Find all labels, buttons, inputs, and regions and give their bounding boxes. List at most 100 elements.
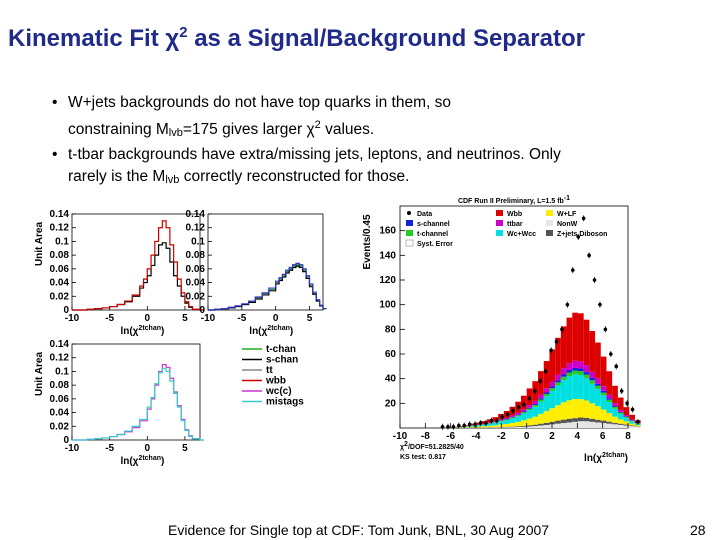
bar-Z+jets,Diboson xyxy=(566,418,573,423)
bar-t-channel xyxy=(617,412,624,414)
bar-ttbar xyxy=(623,415,630,417)
y-tick-label: 0.08 xyxy=(50,380,70,391)
bullet-1-line-1: W+jets backgrounds do not have top quark… xyxy=(68,94,451,111)
x-tick-label: -2 xyxy=(497,431,506,442)
bar-t-channel xyxy=(543,393,550,397)
bar-Z+jets,Diboson xyxy=(629,425,635,427)
bar-NonW xyxy=(526,426,533,428)
x-tick-label: -10 xyxy=(201,313,216,324)
bar-s-channel xyxy=(560,374,567,377)
bar-t-channel xyxy=(549,388,556,391)
x-tick-label: -8 xyxy=(421,431,430,442)
bar-W+LF xyxy=(469,426,476,428)
data-point xyxy=(560,327,564,332)
bar-Wbb xyxy=(623,407,630,416)
bar-Wc+Wcc xyxy=(486,423,493,426)
legend-marker-NonW xyxy=(546,220,553,226)
bar-ttbar xyxy=(498,419,504,421)
bar-Z+jets,Diboson xyxy=(572,418,578,422)
bar-Wbb xyxy=(560,326,567,369)
chart-top-left: 0.140.120.10.080.060.040.020-10 -5 0 5Unit … xyxy=(34,209,204,337)
bar-W+LF xyxy=(595,406,601,420)
y-tick-label: 0.08 xyxy=(50,250,70,261)
chart-stacked-histogram: CDF Run II Preliminary, L=1.5 fb-1 160 140… xyxy=(362,195,641,464)
bar-Z+jets,Diboson xyxy=(515,426,521,428)
data-point xyxy=(467,422,472,427)
y-tick-label: 0.04 xyxy=(50,278,70,289)
bar-NonW xyxy=(509,427,516,428)
bar-W+LF xyxy=(623,421,630,425)
bar-Wc+Wcc xyxy=(475,425,482,427)
x-tick-label: 0 xyxy=(273,313,279,324)
bar-Wbb xyxy=(600,356,607,387)
bar-t-channel xyxy=(606,399,613,402)
y-axis-label: Unit Area xyxy=(34,222,45,267)
bar-Wc+Wcc xyxy=(617,413,624,420)
bar-W+LF xyxy=(486,425,493,428)
bar-s-channel xyxy=(577,368,584,372)
bar-NonW xyxy=(600,423,607,428)
x-tick-label: 5 xyxy=(182,313,188,324)
bar-Wc+Wcc xyxy=(612,408,618,417)
data-point xyxy=(543,369,548,374)
bar-s-channel xyxy=(583,372,590,375)
bar-Z+jets,Diboson xyxy=(617,423,624,425)
bar-Wbb xyxy=(543,361,550,389)
y-tick-label: 0.04 xyxy=(186,278,206,289)
bar-t-channel xyxy=(600,392,607,396)
bar-t-channel xyxy=(623,416,630,418)
bar-ttbar xyxy=(560,368,567,375)
bar-W+LF xyxy=(492,425,499,428)
bar-W+LF xyxy=(555,405,561,421)
bar-NonW xyxy=(589,421,596,428)
y-tick-label: 20 xyxy=(385,398,397,409)
bullet-2-b2: correctly reconstructed for those. xyxy=(179,168,410,185)
bar-ttbar xyxy=(600,386,607,391)
bar-Wc+Wcc xyxy=(538,401,544,414)
x-tick-label: 0 xyxy=(524,431,530,442)
x-tick-label: 0 xyxy=(145,313,151,324)
bar-W+LF xyxy=(589,403,596,419)
bar-NonW xyxy=(634,426,641,428)
legend-marker-Z+jets,Diboson xyxy=(546,230,553,236)
data-point xyxy=(576,235,581,239)
bar-t-channel xyxy=(589,380,596,384)
bar-t-channel xyxy=(532,405,539,407)
y-tick-label: 0.06 xyxy=(50,394,70,405)
bar-W+LF xyxy=(560,402,567,420)
bar-s-channel xyxy=(595,383,601,386)
y-tick-label: 0.14 xyxy=(50,209,70,220)
bar-W+LF xyxy=(600,409,607,421)
y-tick-label: 0.06 xyxy=(50,264,70,275)
data-point xyxy=(565,302,570,307)
bar-ttbar xyxy=(555,374,561,381)
legend-label-s-chan: s-chan xyxy=(266,355,298,366)
bullet-2-line-2: rarely is the Mlvb correctly reconstruct… xyxy=(68,166,692,191)
bar-Z+jets,Diboson xyxy=(589,418,596,422)
bar-Z+jets,Diboson xyxy=(555,420,561,424)
x-tick-label: 6 xyxy=(600,431,606,442)
data-point xyxy=(630,407,635,412)
data-point xyxy=(500,415,505,419)
bar-NonW xyxy=(623,425,630,428)
legend-label-wc(c): wc(c) xyxy=(265,386,292,397)
bar-Z+jets,Diboson xyxy=(623,424,630,426)
bar-Wbb xyxy=(572,312,578,361)
bar-NonW xyxy=(572,421,578,428)
x-tick-label: 4 xyxy=(575,431,581,442)
bar-NonW xyxy=(629,426,635,428)
legend-label-Wbb: Wbb xyxy=(507,211,522,218)
bar-W+LF xyxy=(577,399,584,418)
x-axis-label: ln(χ2tchan) xyxy=(120,325,164,337)
bullet-1-b2: =175 gives larger xyxy=(182,121,307,138)
y-tick-label: 0.12 xyxy=(50,353,70,364)
bar-Wc+Wcc xyxy=(498,421,504,425)
y-tick-label: 140 xyxy=(379,250,396,261)
title-post: as a Signal/Background Separator xyxy=(187,25,585,52)
bar-t-channel xyxy=(515,415,521,417)
legend-label-t-channel: t-channel xyxy=(417,231,448,238)
bar-Wbb xyxy=(549,349,556,382)
data-point xyxy=(489,418,494,423)
bullet-2-line-1: t-tbar backgrounds have extra/missing je… xyxy=(68,146,561,163)
